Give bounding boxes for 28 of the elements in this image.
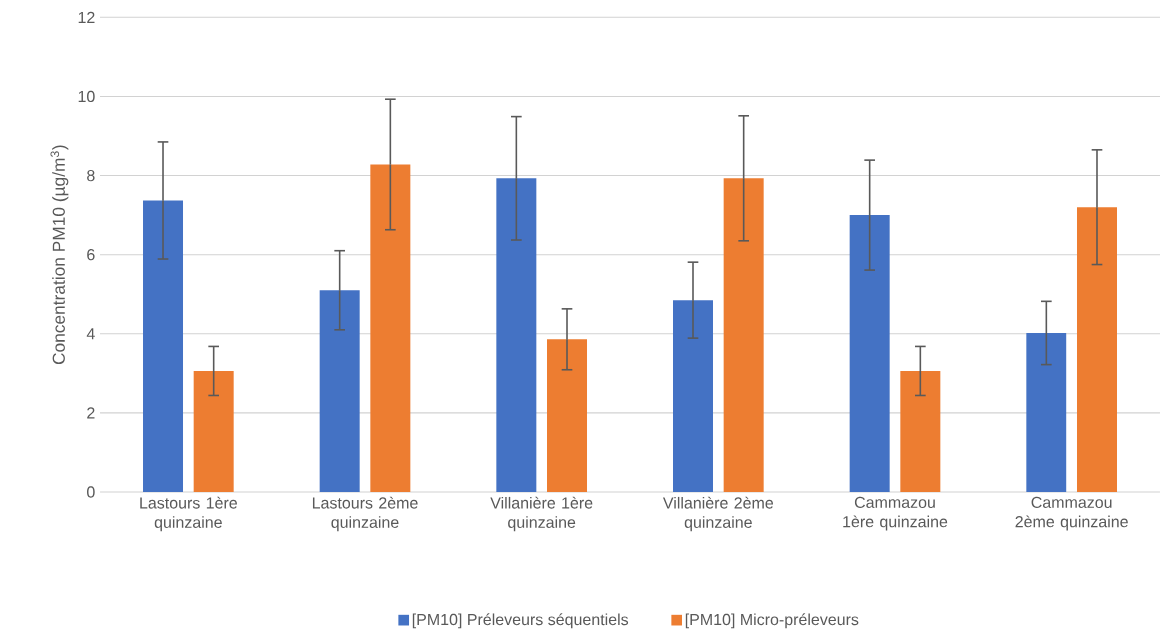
y-tick-label: 4 <box>86 328 95 340</box>
x-tick-label: Villanière 2ème quinzaine <box>662 496 774 532</box>
y-tick-label: 6 <box>87 249 95 261</box>
y-tick-label: 10 <box>78 90 95 103</box>
bar <box>143 200 184 492</box>
bar <box>723 178 764 492</box>
bar <box>1026 332 1067 492</box>
bar <box>673 300 713 492</box>
bar <box>319 290 360 492</box>
y-tick-label: 2 <box>87 407 95 419</box>
y-tick-label: 0 <box>87 486 95 498</box>
x-tick-label: Cammazou 1ère quinzaine <box>843 496 948 531</box>
x-tick-label: Cammazou 2ème quinzaine <box>1015 496 1128 531</box>
x-tick-label: Villanière 1ère quinzaine <box>490 496 593 532</box>
bar <box>547 339 587 492</box>
y-tick-label: 8 <box>87 169 95 182</box>
x-tick-label: Lastours 1ère quinzaine <box>140 496 237 532</box>
y-axis-title: Concentration PM10 (µg/m$^{3}$) <box>50 145 69 365</box>
y-tick-label: 12 <box>78 11 95 23</box>
bar <box>193 370 234 492</box>
x-tick-label: Lastours 2ème quinzaine <box>312 496 418 532</box>
bar <box>496 178 537 492</box>
bar <box>900 370 941 492</box>
bar <box>1077 207 1117 492</box>
bar <box>849 215 890 492</box>
legend-label: [PM10] Préleveurs séquentiels <box>412 613 629 629</box>
legend-label: [PM10] Micro-préleveurs <box>685 613 859 629</box>
bar <box>370 164 411 492</box>
